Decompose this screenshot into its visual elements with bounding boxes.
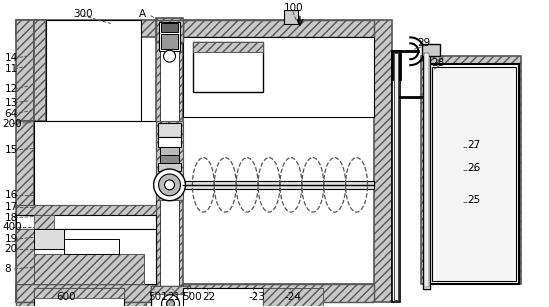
Bar	[34, 121, 155, 284]
Text: 11: 11	[4, 64, 18, 74]
Bar	[34, 20, 46, 121]
Bar	[16, 284, 374, 302]
Bar	[16, 229, 155, 284]
Text: 12: 12	[4, 84, 18, 94]
Text: 15: 15	[4, 145, 18, 155]
Text: 400: 400	[2, 223, 22, 232]
Text: A: A	[139, 9, 146, 19]
Bar	[284, 10, 298, 24]
Text: 27: 27	[467, 140, 480, 150]
Text: 17: 17	[4, 202, 18, 212]
Bar	[429, 64, 519, 284]
Bar	[16, 121, 34, 302]
Text: 22: 22	[203, 292, 216, 302]
Bar	[34, 254, 144, 284]
Bar	[193, 42, 263, 92]
Bar	[183, 284, 374, 302]
Bar	[159, 21, 181, 51]
Bar	[183, 181, 374, 189]
Text: 14: 14	[4, 53, 18, 63]
Bar	[183, 288, 263, 307]
Bar	[183, 20, 374, 37]
Bar	[34, 288, 124, 307]
Circle shape	[154, 169, 186, 201]
Bar	[394, 53, 399, 300]
Bar	[64, 239, 119, 254]
Bar	[16, 20, 34, 121]
Bar	[34, 215, 54, 229]
Bar	[160, 147, 180, 155]
Text: 26: 26	[467, 163, 480, 173]
Bar	[423, 51, 430, 289]
Bar	[150, 286, 191, 294]
Text: 600: 600	[56, 292, 76, 302]
Circle shape	[166, 300, 175, 307]
Text: 501: 501	[149, 292, 169, 302]
Bar	[432, 67, 516, 281]
Text: -23: -23	[248, 292, 265, 302]
Text: 28: 28	[431, 58, 445, 68]
Bar	[16, 20, 374, 37]
Text: 16: 16	[4, 190, 18, 200]
Bar	[160, 155, 180, 163]
Text: 64: 64	[4, 109, 18, 119]
Bar	[424, 53, 429, 287]
Bar	[158, 137, 182, 147]
Bar	[16, 284, 155, 302]
Bar	[158, 122, 182, 137]
Text: 300: 300	[73, 9, 93, 19]
Circle shape	[161, 295, 180, 307]
Bar	[34, 229, 64, 249]
Bar	[160, 34, 178, 49]
Bar	[155, 20, 183, 42]
Bar	[183, 37, 374, 117]
Bar	[421, 56, 521, 284]
Text: 25: 25	[467, 195, 480, 205]
Bar	[393, 51, 400, 302]
Bar	[16, 215, 155, 229]
Circle shape	[165, 180, 175, 190]
Bar	[34, 288, 124, 298]
Bar	[193, 42, 263, 52]
Bar	[160, 21, 180, 300]
Circle shape	[164, 50, 176, 62]
Bar	[158, 163, 182, 171]
Text: -24: -24	[285, 292, 302, 302]
Text: 200: 200	[2, 119, 22, 129]
Bar	[160, 22, 178, 33]
Text: 13: 13	[4, 98, 18, 108]
Bar	[422, 44, 440, 56]
Text: 29: 29	[417, 38, 430, 48]
Bar	[16, 205, 155, 215]
Bar	[374, 20, 393, 302]
Text: 8: 8	[4, 264, 11, 274]
Text: 100: 100	[284, 3, 304, 13]
Text: 18: 18	[4, 212, 18, 223]
Bar	[150, 286, 191, 307]
Bar	[263, 288, 323, 307]
Text: 19: 19	[4, 234, 18, 244]
Bar	[155, 121, 183, 200]
Bar	[46, 20, 141, 121]
Bar	[16, 229, 34, 284]
Bar	[155, 17, 183, 302]
Text: 21: 21	[167, 292, 181, 302]
Text: 500: 500	[182, 292, 202, 302]
Bar	[16, 302, 145, 307]
Text: 20: 20	[4, 244, 18, 254]
Circle shape	[159, 174, 181, 196]
